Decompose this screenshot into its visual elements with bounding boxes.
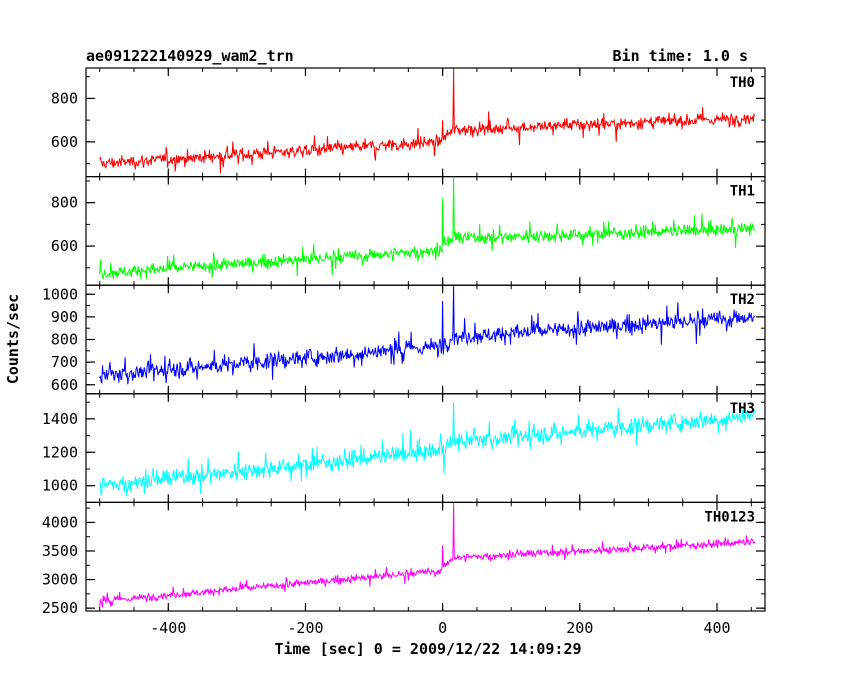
y-tick-label: 800 xyxy=(51,194,78,212)
x-tick-label: -200 xyxy=(287,619,323,637)
y-tick-label: 900 xyxy=(51,308,78,326)
panel-frame xyxy=(85,393,766,503)
bin-time-label: Bin time: 1.0 s xyxy=(613,47,748,65)
x-tick-label: -400 xyxy=(150,619,186,637)
x-tick-label: 0 xyxy=(438,619,447,637)
panel-frame xyxy=(85,501,766,612)
plot-panels: 600 800 TH0 600 800 TH1 600 700 800 900 1000 TH2 100… xyxy=(42,67,766,637)
y-tick-label: 1200 xyxy=(42,443,78,461)
chart-title: ae091222140929_wam2_trn xyxy=(86,47,294,65)
y-tick-label: 800 xyxy=(51,331,78,349)
panel-frame xyxy=(85,284,766,395)
panel-label-th0123: TH0123 xyxy=(704,509,755,525)
y-tick-label: 1000 xyxy=(42,477,78,495)
panel-th0: 600 800 TH0 xyxy=(51,67,766,178)
panel-label-th3: TH3 xyxy=(730,401,755,417)
series-line-th2 xyxy=(99,285,756,385)
y-tick-label: 1000 xyxy=(42,285,78,303)
series-line-th3 xyxy=(99,402,756,497)
y-tick-label: 3500 xyxy=(42,542,78,560)
series-line-th0123 xyxy=(99,502,756,608)
y-tick-label: 2500 xyxy=(42,599,78,617)
x-tick-label: 200 xyxy=(566,619,593,637)
y-tick-label: 700 xyxy=(51,353,78,371)
panel-label-th1: TH1 xyxy=(730,184,755,200)
series-line-th0 xyxy=(99,68,756,174)
panel-th1: 600 800 TH1 xyxy=(51,176,766,286)
y-tick-label: 800 xyxy=(51,89,78,107)
panel-label-th0: TH0 xyxy=(730,75,755,91)
panel-th0123: 2500 3000 3500 4000 TH0123 xyxy=(42,501,766,617)
y-tick-label: 600 xyxy=(51,237,78,255)
x-axis-title: Time [sec] 0 = 2009/12/22 14:09:29 xyxy=(274,640,581,658)
panel-th3: 1000 1200 1400 TH3 xyxy=(42,393,766,503)
series-line-th1 xyxy=(99,176,755,281)
y-tick-label: 4000 xyxy=(42,513,78,531)
y-tick-label: 1400 xyxy=(42,410,78,428)
y-axis-title: Counts/sec xyxy=(4,294,22,384)
panel-label-th2: TH2 xyxy=(730,292,755,308)
y-tick-label: 600 xyxy=(51,133,78,151)
x-tick-label: 400 xyxy=(703,619,730,637)
panel-th2: 600 700 800 900 1000 TH2 xyxy=(42,284,766,395)
y-tick-label: 3000 xyxy=(42,571,78,589)
y-tick-label: 600 xyxy=(51,376,78,394)
